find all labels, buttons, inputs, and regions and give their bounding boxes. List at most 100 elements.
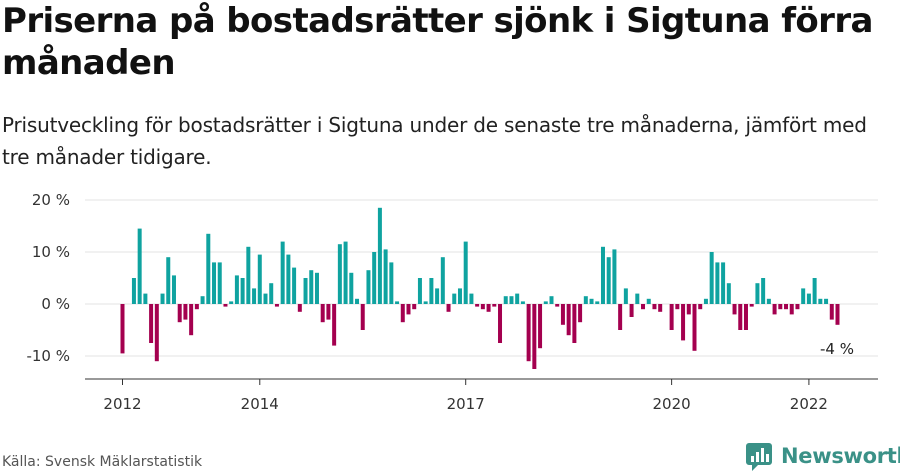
bar: [629, 304, 634, 317]
bar: [515, 293, 520, 304]
y-tick-label: 0 %: [41, 295, 70, 313]
bar: [463, 241, 468, 304]
bar: [612, 249, 617, 304]
bar: [641, 304, 646, 310]
bar: [314, 272, 319, 304]
bar: [137, 228, 142, 304]
bar: [440, 257, 445, 304]
bar: [795, 304, 800, 310]
bar: [669, 304, 674, 330]
page-subtitle: Prisutveckling för bostadsrätter i Sigtu…: [2, 113, 867, 169]
y-tick-label: 10 %: [32, 243, 70, 261]
bar: [623, 288, 628, 304]
bar: [732, 304, 737, 315]
bar: [452, 293, 457, 304]
bar: [812, 278, 817, 304]
bar: [709, 252, 714, 304]
bar: [572, 304, 577, 343]
bar: [309, 270, 314, 304]
bar: [234, 275, 239, 304]
bar: [549, 296, 554, 304]
bar: [652, 304, 657, 310]
y-tick-label: 20 %: [32, 191, 70, 209]
bar: [578, 304, 583, 323]
bar: [229, 301, 234, 304]
bar: [498, 304, 503, 343]
bar: [131, 278, 136, 304]
bar: [532, 304, 537, 369]
bar: [446, 304, 451, 312]
bar: [801, 288, 806, 304]
bar: [743, 304, 748, 330]
bar: [469, 293, 474, 304]
bar: [600, 246, 605, 304]
x-tick-label: 2022: [790, 395, 828, 413]
bar: [606, 257, 611, 304]
bar: [217, 262, 222, 304]
bar: [343, 241, 348, 304]
bar: [212, 262, 217, 304]
last-value-label: -4 %: [820, 340, 854, 358]
x-tick-label: 2020: [653, 395, 691, 413]
bar: [589, 298, 594, 304]
price-change-bar-chart: 20 % 10 % 0 % -10 % 2012 2014 2017 2020 2022 -4…: [26, 191, 878, 413]
bar: [509, 296, 514, 304]
chart-gridlines: [85, 199, 878, 357]
source-note: Källa: Svensk Mäklarstatistik: [2, 454, 203, 470]
bar: [789, 304, 794, 315]
bar: [252, 288, 257, 304]
chart-bars: [120, 207, 840, 369]
bar: [658, 304, 663, 312]
bar: [555, 304, 560, 307]
bar: [457, 288, 462, 304]
bar: [818, 298, 823, 304]
bar: [520, 301, 525, 304]
bar: [423, 301, 428, 304]
bar: [355, 298, 360, 304]
x-tick-label: 2012: [103, 395, 141, 413]
y-tick-label: -10 %: [26, 347, 70, 365]
bar: [681, 304, 686, 341]
bar: [417, 278, 422, 304]
bar: [406, 304, 411, 315]
page-title: Priserna på bostadsrätter sjönk i Sigtun…: [2, 1, 873, 83]
bar: [183, 304, 188, 320]
bar: [480, 304, 485, 310]
bar: [154, 304, 159, 362]
bar: [177, 304, 182, 323]
bar: [286, 254, 291, 304]
bar: [303, 278, 308, 304]
bar: [160, 293, 165, 304]
bar: [486, 304, 491, 312]
bar: [738, 304, 743, 330]
bar: [120, 304, 125, 354]
bar: [189, 304, 194, 336]
bar: [297, 304, 302, 312]
bar: [377, 207, 382, 304]
bar: [400, 304, 405, 323]
bar: [543, 301, 548, 304]
bar: [194, 304, 199, 310]
bar: [675, 304, 680, 310]
bar: [503, 296, 508, 304]
bar: [246, 246, 251, 304]
bar: [761, 278, 766, 304]
bar: [337, 244, 342, 304]
bar: [698, 304, 703, 310]
x-tick-label: 2014: [241, 395, 279, 413]
bar: [257, 254, 262, 304]
bar: [435, 288, 440, 304]
bar: [538, 304, 543, 349]
bar: [200, 296, 205, 304]
bar: [274, 304, 279, 307]
bar: [383, 249, 388, 304]
bar: [240, 278, 245, 304]
bar: [349, 272, 354, 304]
x-axis-ticks: 2012 2014 2017 2020 2022: [103, 379, 828, 413]
brand: Newsworthy: [746, 441, 900, 471]
bar: [703, 298, 708, 304]
bar: [360, 304, 365, 330]
bar: [835, 304, 840, 325]
bar: [595, 301, 600, 304]
bar: [778, 304, 783, 310]
